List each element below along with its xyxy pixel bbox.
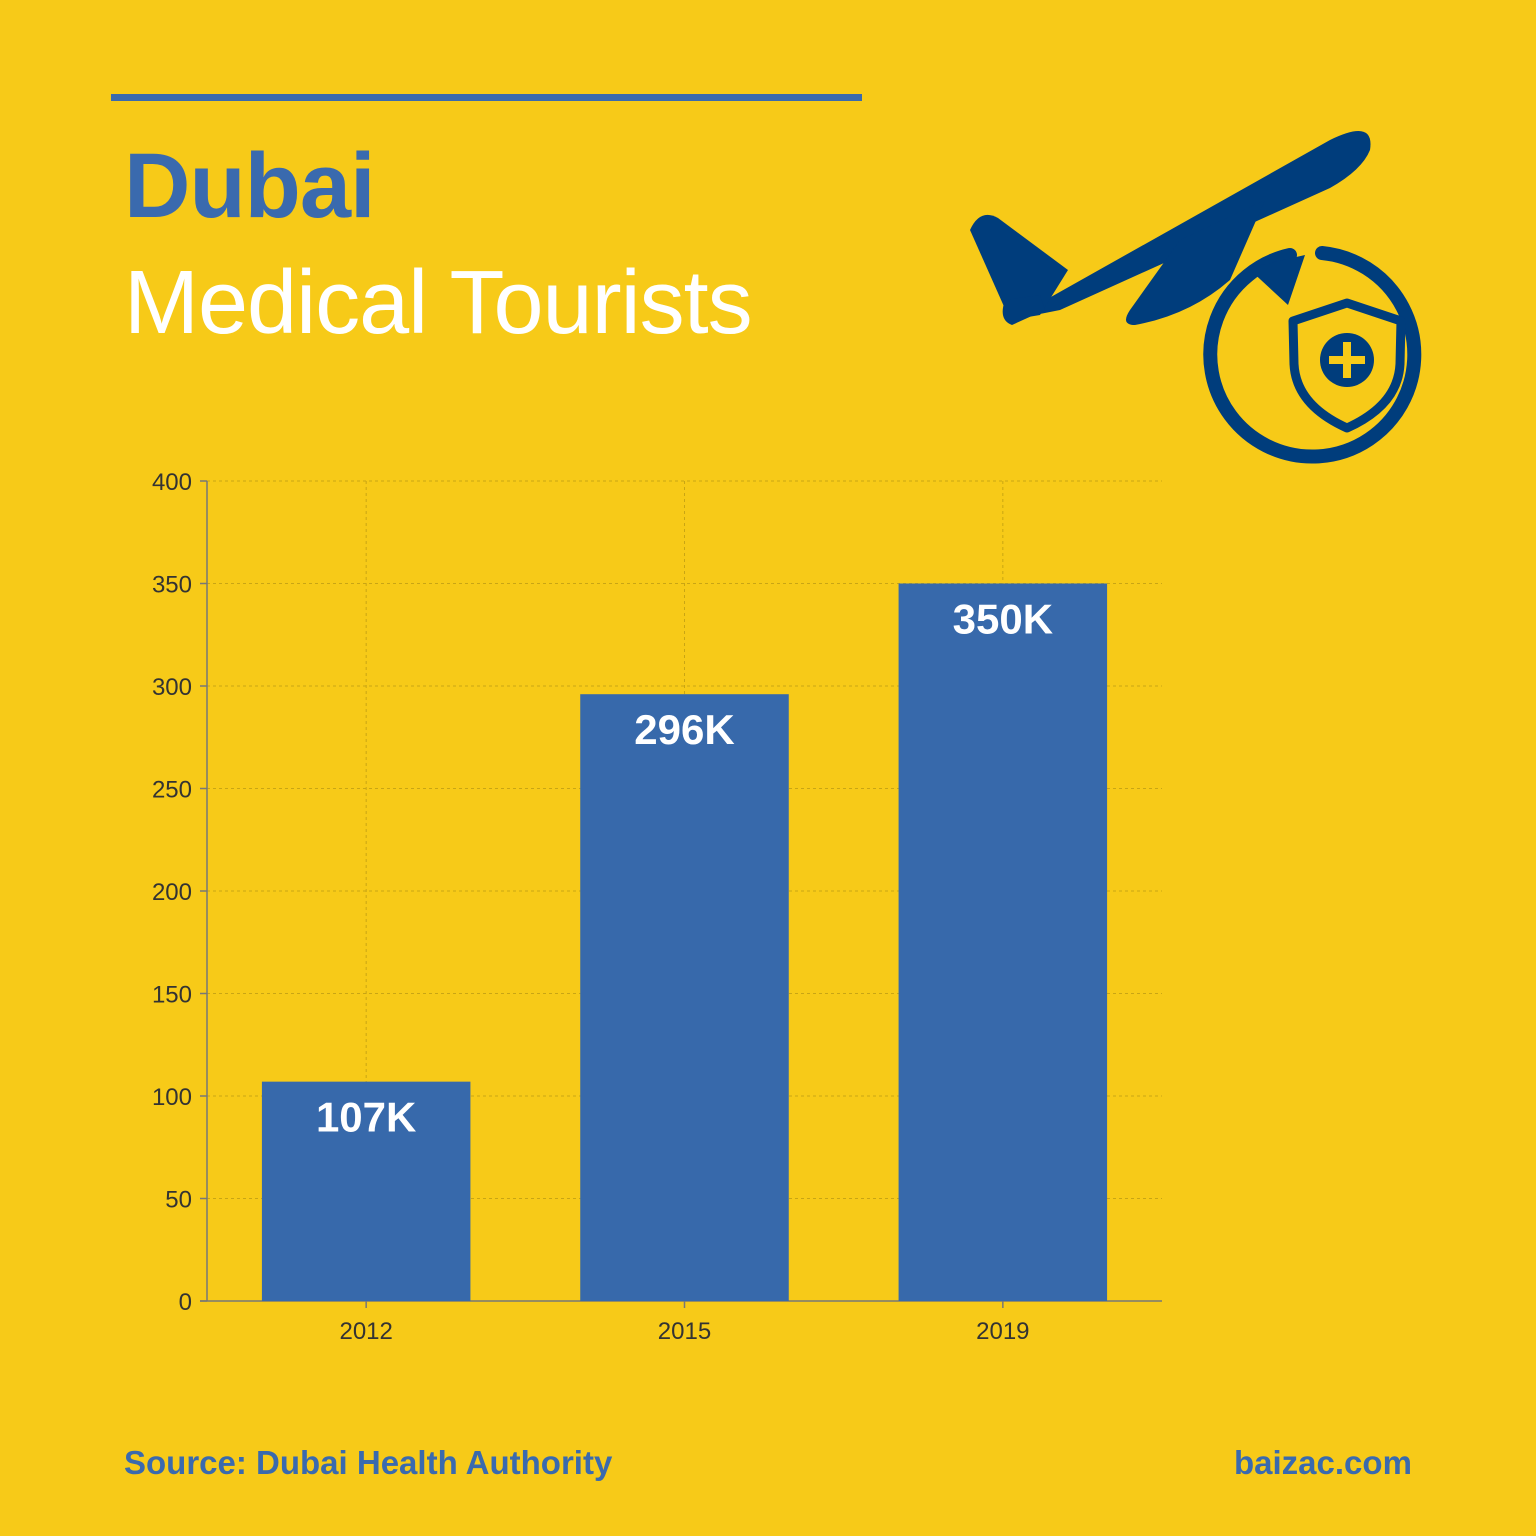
y-tick-label: 200 xyxy=(152,879,192,906)
y-tick-label: 250 xyxy=(152,777,192,804)
y-tick-label: 300 xyxy=(152,674,192,701)
y-tick-label: 400 xyxy=(152,469,192,496)
bar-2015 xyxy=(580,694,789,1301)
y-tick-label: 350 xyxy=(152,572,192,599)
data-label-2019: 350K xyxy=(953,596,1053,643)
page-subtitle: Medical Tourists xyxy=(124,253,753,353)
data-label-2015: 296K xyxy=(634,706,734,753)
bar-2019 xyxy=(898,583,1108,1301)
y-tick-label: 50 xyxy=(165,1187,192,1214)
top-rule xyxy=(111,94,862,101)
y-tick-label: 150 xyxy=(152,982,192,1009)
y-tick-label: 100 xyxy=(152,1084,192,1111)
airplane-icon xyxy=(970,131,1371,325)
x-tick-label: 2015 xyxy=(658,1318,711,1345)
x-tick-label: 2019 xyxy=(976,1318,1029,1345)
bar-2012 xyxy=(261,1081,471,1301)
y-tick-label: 0 xyxy=(179,1289,192,1316)
medical-shield-icon xyxy=(1203,246,1422,464)
data-label-2012: 107K xyxy=(316,1094,416,1141)
site-url: baizac.com xyxy=(1234,1444,1412,1481)
source-note: Source: Dubai Health Authority xyxy=(124,1444,613,1481)
page-title: Dubai xyxy=(124,135,376,237)
illustration xyxy=(970,131,1422,464)
x-tick-label: 2012 xyxy=(339,1318,392,1345)
